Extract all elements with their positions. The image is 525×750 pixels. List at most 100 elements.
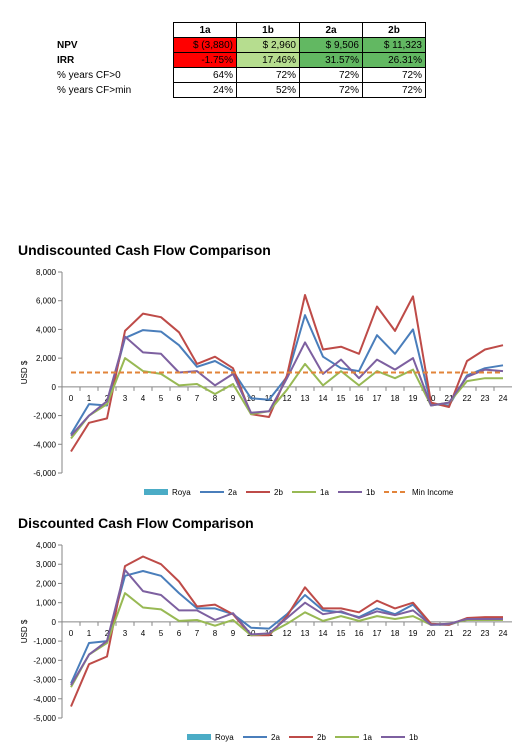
- y-tick-label: -2,000: [33, 412, 56, 421]
- y-tick-label: -2,000: [33, 656, 56, 665]
- x-tick-label: 18: [391, 394, 400, 403]
- row: % years CF>0 64% 72% 72% 72%: [55, 67, 426, 83]
- row-label: NPV: [57, 39, 78, 51]
- series-line: [70, 570, 503, 684]
- y-tick-label: 8,000: [36, 268, 57, 277]
- x-tick-label: 12: [283, 394, 292, 403]
- x-tick-label: 3: [123, 394, 128, 403]
- x-tick-label: 21: [445, 629, 454, 638]
- x-tick-label: 6: [177, 394, 182, 403]
- x-tick-label: 21: [445, 394, 454, 403]
- y-tick-label: 2,000: [36, 354, 57, 363]
- legend-swatch: [187, 734, 211, 740]
- x-tick-label: 17: [373, 629, 382, 638]
- x-tick-label: 13: [301, 629, 310, 638]
- x-tick-label: 23: [481, 629, 490, 638]
- x-tick-label: 2: [105, 629, 110, 638]
- x-tick-label: 7: [195, 394, 200, 403]
- legend-label: Roya: [215, 733, 234, 742]
- x-tick-label: 1: [87, 629, 92, 638]
- summary-table: 1a 1b 2a 2b NPV $ (3,880) $ 2,960 $ 9,50…: [55, 22, 426, 98]
- legend-swatch: [144, 489, 168, 495]
- x-tick-label: 14: [319, 629, 328, 638]
- x-tick-label: 15: [337, 394, 346, 403]
- y-axis-label: USD $: [20, 619, 29, 643]
- x-tick-label: 0: [69, 394, 74, 403]
- x-tick-label: 7: [195, 629, 200, 638]
- row: % years CF>min 24% 52% 72% 72%: [55, 82, 426, 98]
- legend-label: 2a: [228, 488, 237, 497]
- series-line: [70, 335, 504, 437]
- y-tick-label: 0: [52, 383, 57, 392]
- x-tick-label: 18: [391, 629, 400, 638]
- x-tick-label: 16: [355, 394, 364, 403]
- chart-title: Undiscounted Cash Flow Comparison: [18, 242, 271, 258]
- x-tick-label: 12: [283, 629, 292, 638]
- x-tick-label: 15: [337, 629, 346, 638]
- chart-title: Discounted Cash Flow Comparison: [18, 515, 254, 531]
- x-tick-label: 17: [373, 394, 382, 403]
- x-tick-label: 0: [69, 629, 74, 638]
- legend-label: 1a: [320, 488, 329, 497]
- y-tick-label: -5,000: [33, 714, 56, 723]
- x-tick-label: 23: [481, 394, 490, 403]
- x-tick-label: 24: [499, 394, 508, 403]
- header-row: 1a 1b 2a 2b: [55, 22, 426, 38]
- x-tick-label: 22: [463, 394, 472, 403]
- cell: $ 11,323: [362, 37, 426, 53]
- y-tick-label: 4,000: [36, 325, 57, 334]
- legend-label: Roya: [172, 488, 191, 497]
- y-tick-label: -6,000: [33, 469, 56, 478]
- series-line: [70, 592, 503, 688]
- legend-label: 1a: [363, 733, 372, 742]
- x-tick-label: 4: [141, 629, 146, 638]
- legend-label: 1b: [409, 733, 418, 742]
- y-tick-label: 1,000: [36, 599, 57, 608]
- x-tick-label: 4: [141, 394, 146, 403]
- cell: 72%: [362, 82, 426, 98]
- y-axis-label: USD $: [20, 360, 29, 384]
- legend-label: 2b: [317, 733, 326, 742]
- x-tick-label: 14: [319, 394, 328, 403]
- row: NPV $ (3,880) $ 2,960 $ 9,506 $ 11,323: [55, 37, 426, 53]
- x-tick-label: 6: [177, 629, 182, 638]
- x-tick-label: 19: [409, 629, 418, 638]
- x-tick-label: 8: [213, 629, 218, 638]
- y-tick-label: -4,000: [33, 440, 56, 449]
- x-tick-label: 9: [231, 394, 236, 403]
- y-tick-label: -3,000: [33, 676, 56, 685]
- x-tick-label: 8: [213, 394, 218, 403]
- y-tick-label: 3,000: [36, 560, 57, 569]
- x-tick-label: 16: [355, 629, 364, 638]
- row-label: IRR: [57, 54, 75, 66]
- row-label: % years CF>min: [57, 84, 132, 96]
- legend-label: Min Income: [412, 488, 454, 497]
- legend-label: 1b: [366, 488, 375, 497]
- x-tick-label: 1: [87, 394, 92, 403]
- x-tick-label: 20: [427, 629, 436, 638]
- x-tick-label: 13: [301, 394, 310, 403]
- x-tick-label: 3: [123, 629, 128, 638]
- legend-label: 2b: [274, 488, 283, 497]
- legend-label: 2a: [271, 733, 280, 742]
- cell: 26.31%: [362, 52, 426, 68]
- x-tick-label: 22: [463, 629, 472, 638]
- cell: $ 9,506: [299, 37, 363, 53]
- x-tick-label: 19: [409, 394, 418, 403]
- x-tick-label: 5: [159, 629, 164, 638]
- x-tick-label: 24: [499, 629, 508, 638]
- x-tick-label: 9: [231, 629, 236, 638]
- y-tick-label: -1,000: [33, 637, 56, 646]
- cell: 17.46%: [236, 52, 300, 68]
- row-label: % years CF>0: [57, 69, 121, 81]
- y-tick-label: 2,000: [36, 579, 57, 588]
- y-tick-label: 0: [52, 618, 57, 627]
- series-line: [70, 294, 504, 453]
- series-line: [70, 569, 503, 686]
- y-tick-label: -4,000: [33, 695, 56, 704]
- x-tick-label: 5: [159, 394, 164, 403]
- y-tick-label: 6,000: [36, 297, 57, 306]
- y-tick-label: 4,000: [36, 541, 57, 550]
